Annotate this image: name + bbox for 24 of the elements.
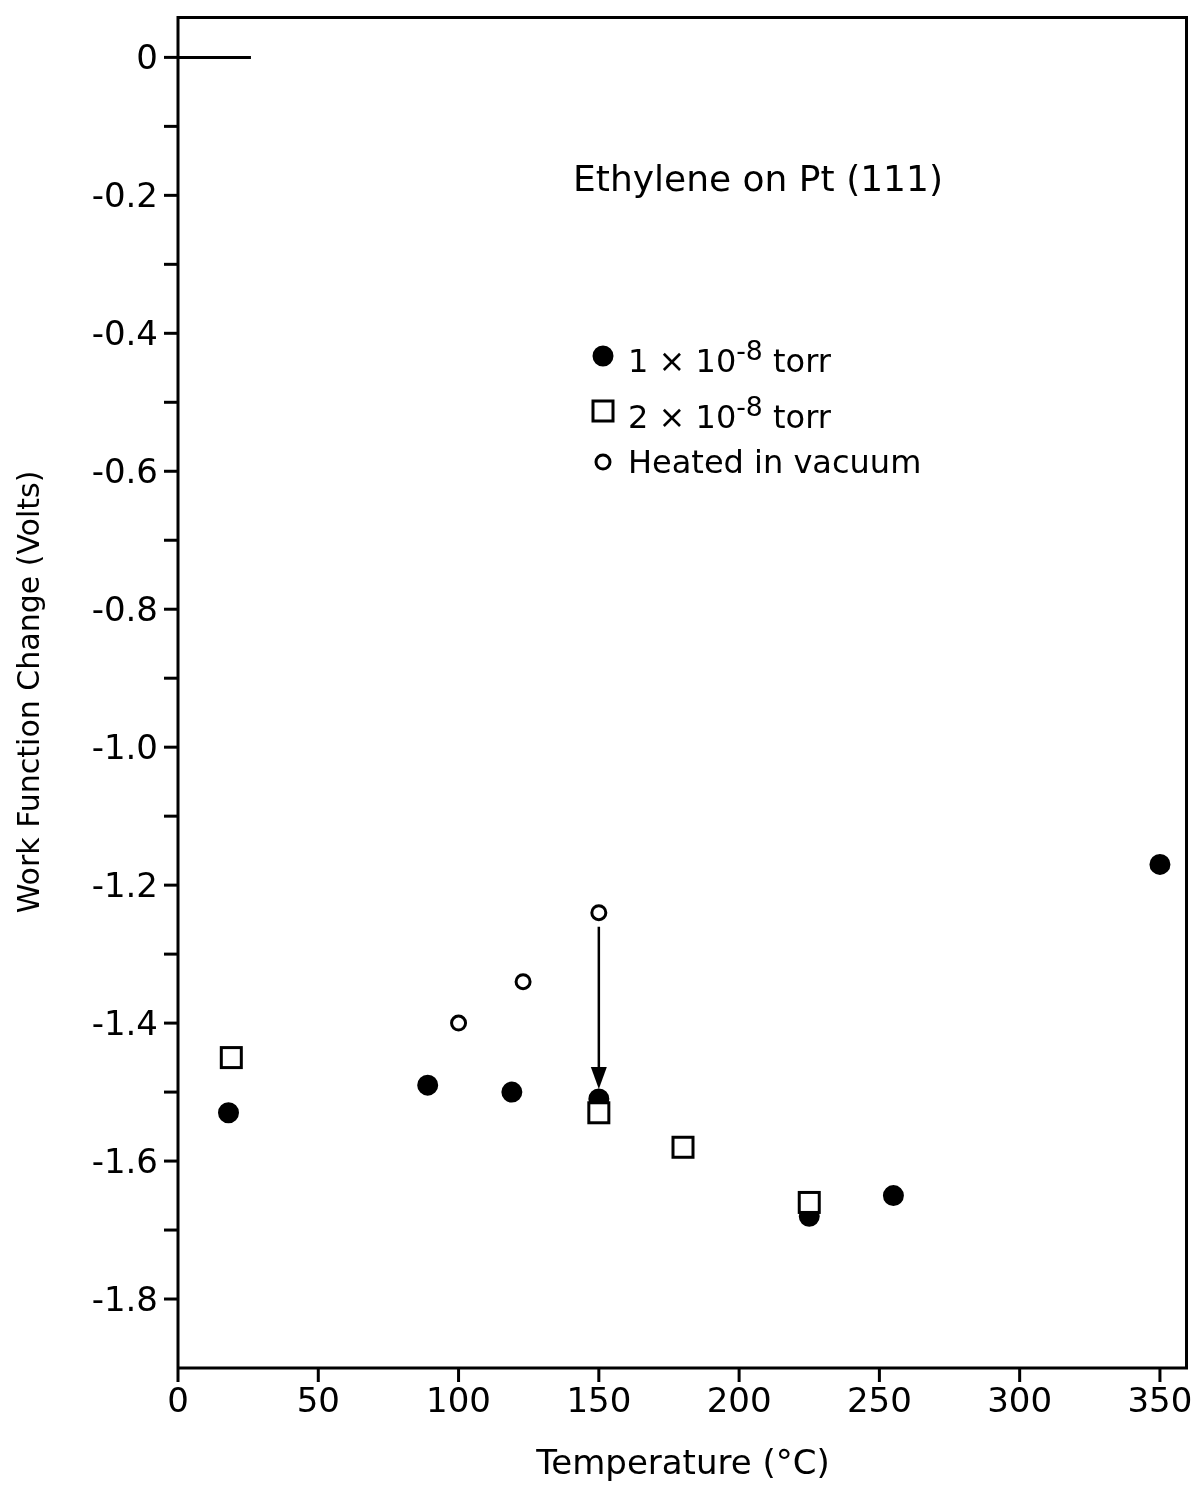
y-tick-label: -0.4 <box>91 313 158 354</box>
y-tick-label: -0.2 <box>91 175 158 216</box>
y-tick-label: 0 <box>136 37 158 78</box>
y-tick-label: -1.8 <box>91 1279 158 1320</box>
text: Ethylene on Pt (111) <box>572 158 944 199</box>
x-tick-label: 0 <box>167 1380 189 1421</box>
x-tick-label: 300 <box>987 1380 1053 1421</box>
y-tick-label: -0.6 <box>91 451 158 492</box>
x-tick-label: 250 <box>846 1380 912 1421</box>
y-tick-label: -1.0 <box>91 727 158 768</box>
x-tick-label: 200 <box>706 1380 772 1421</box>
x-tick-label: 150 <box>566 1380 632 1421</box>
legend-label: 1 × 10$^{-8}$ torr <box>628 334 831 382</box>
x-axis-title: Temperature (°C) <box>535 1442 830 1482</box>
x-tick-label: 50 <box>296 1380 340 1421</box>
y-tick-label: -1.6 <box>91 1141 158 1182</box>
legend-label: 2 × 10$^{-8}$ torr <box>628 389 831 438</box>
y-tick-label: -1.2 <box>91 865 158 906</box>
y-axis-title: Work Function Change (Volts) <box>10 470 46 914</box>
legend-label: Heated in vacuum <box>628 442 922 484</box>
x-tick-label: 350 <box>1127 1380 1193 1421</box>
y-tick-label: -0.8 <box>91 589 158 630</box>
x-tick-label: 100 <box>426 1380 492 1421</box>
y-tick-label: -1.4 <box>91 1003 158 1044</box>
